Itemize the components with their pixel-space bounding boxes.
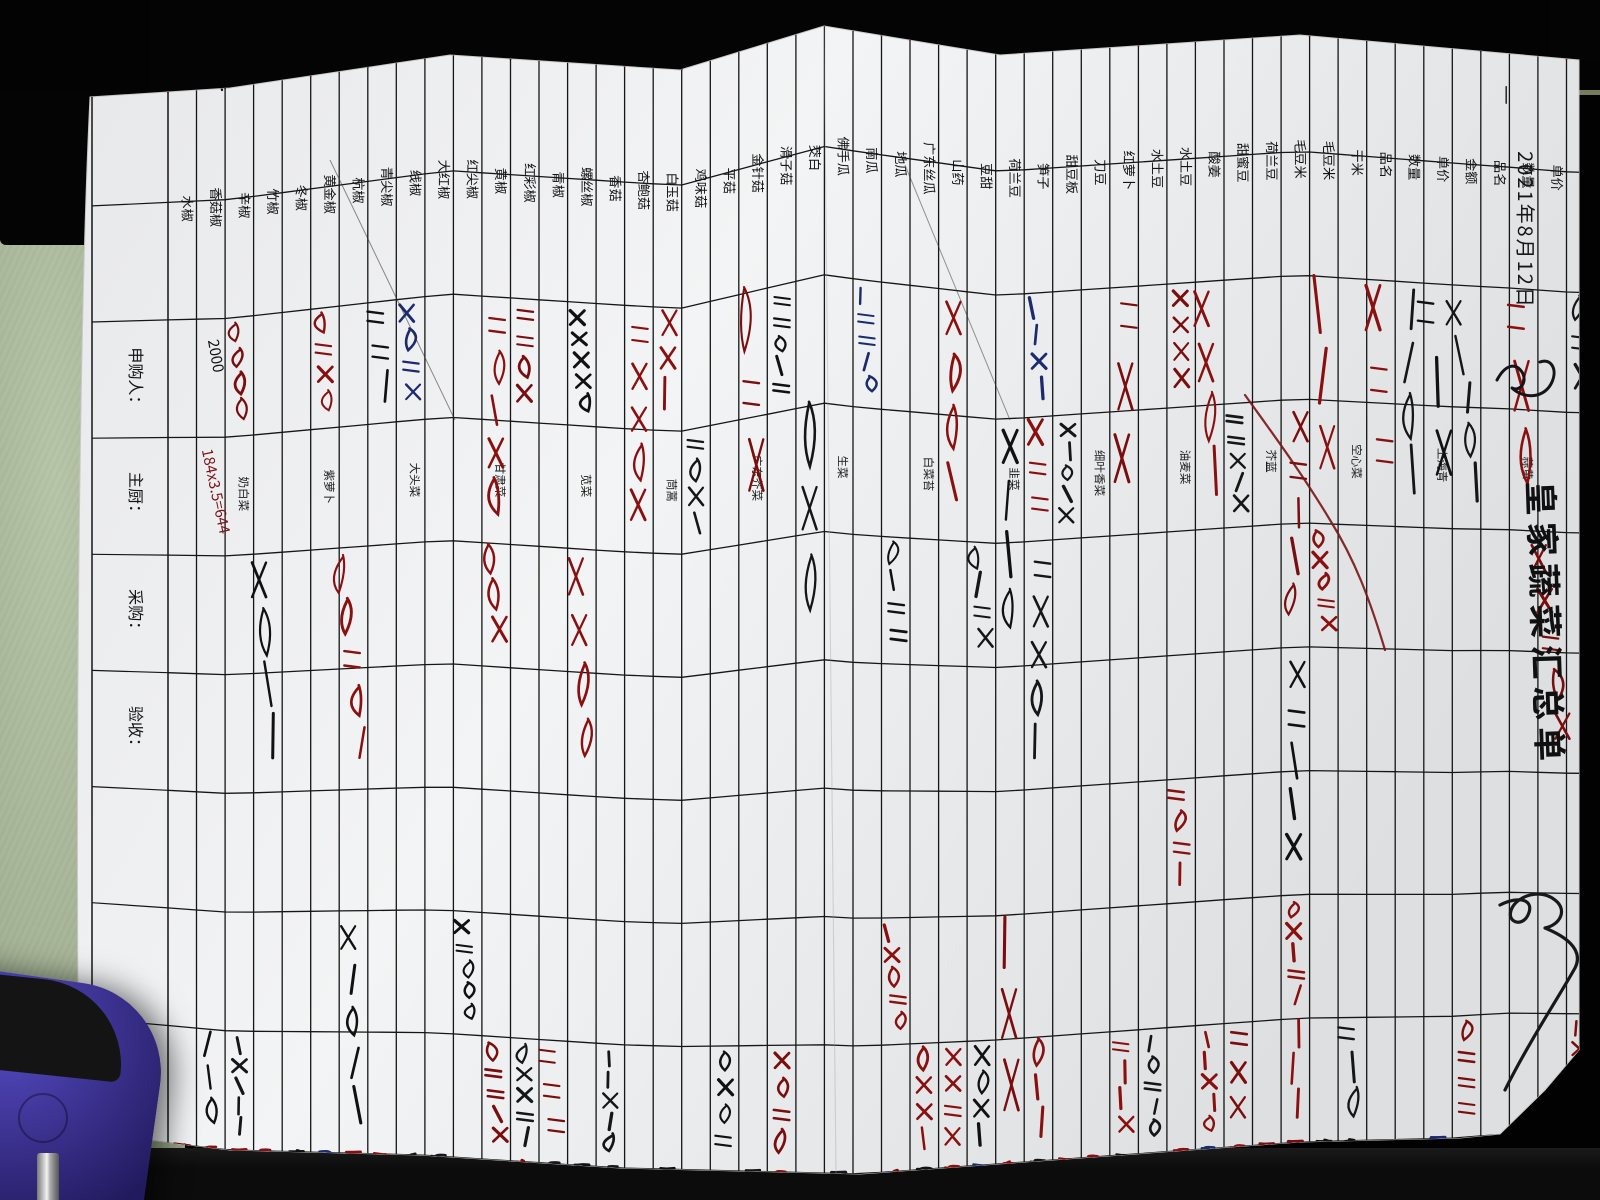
svg-text:184x3.5=644: 184x3.5=644	[197, 447, 236, 536]
svg-text:山药: 山药	[949, 159, 968, 185]
svg-text:甜豆板: 甜豆板	[1063, 155, 1082, 195]
svg-text:干米: 干米	[1348, 149, 1367, 175]
svg-text:滑子菇: 滑子菇	[778, 146, 797, 186]
svg-text:品名: 品名	[1491, 160, 1510, 186]
svg-text:2021年8月12日: 2021年8月12日	[1512, 151, 1541, 309]
svg-text:甜蜜豆: 甜蜜豆	[1234, 143, 1253, 183]
svg-text:白玉菇: 白玉菇	[664, 172, 683, 212]
svg-text:水土豆: 水土豆	[1177, 147, 1196, 187]
svg-text:荷兰豆: 荷兰豆	[1263, 141, 1282, 181]
svg-text:金额: 金额	[1577, 167, 1596, 194]
svg-text:单价: 单价	[1434, 156, 1453, 182]
svg-text:水椒: 水椒	[178, 195, 197, 221]
svg-text:香菇: 香菇	[606, 175, 625, 201]
svg-text:奶白菜: 奶白菜	[235, 477, 251, 512]
svg-text:油麦菜: 油麦菜	[1177, 450, 1193, 485]
svg-text:荷兰豆: 荷兰豆	[1006, 158, 1025, 198]
svg-text:单价: 单价	[1548, 165, 1567, 191]
svg-text:青尖椒: 青尖椒	[378, 167, 397, 207]
svg-text:笋子: 笋子	[1035, 163, 1054, 189]
svg-text:豆甜: 豆甜	[977, 163, 996, 189]
svg-text:数量: 数量	[1406, 154, 1425, 180]
svg-text:细叶香菜: 细叶香菜	[1092, 450, 1108, 496]
svg-text:红尖椒: 红尖椒	[464, 159, 483, 199]
svg-text:验收：: 验收：	[125, 706, 149, 754]
svg-text:芥蓝: 芥蓝	[1263, 450, 1279, 473]
svg-text:茭白: 茭白	[806, 145, 825, 171]
svg-text:鸡味菇: 鸡味菇	[692, 169, 711, 209]
svg-text:品名: 品名	[1377, 152, 1396, 178]
svg-text:平菇: 平菇	[721, 168, 740, 194]
svg-text:紫萝卜: 紫萝卜	[321, 469, 337, 504]
svg-text:2000: 2000	[203, 338, 229, 374]
svg-text:广东丝瓜: 广东丝瓜	[920, 142, 939, 195]
svg-text:黄椒: 黄椒	[492, 168, 511, 194]
svg-text:竹椒: 竹椒	[264, 188, 283, 214]
svg-text:—: —	[1493, 85, 1525, 105]
svg-text:采购：: 采购：	[125, 589, 149, 637]
svg-text:毛豆米: 毛豆米	[1320, 141, 1339, 181]
svg-text:杭椒: 杭椒	[350, 177, 369, 203]
svg-text:白菜苔: 白菜苔	[920, 457, 936, 492]
svg-text:螺丝椒: 螺丝椒	[578, 167, 597, 207]
svg-text:地瓜: 地瓜	[892, 151, 911, 177]
svg-text:苋菜: 苋菜	[578, 474, 594, 497]
svg-text:茼蒿: 茼蒿	[664, 479, 680, 502]
svg-text:冬椒: 冬椒	[292, 185, 311, 211]
svg-text:金针菇: 金针菇	[749, 153, 768, 193]
svg-text:刀豆: 刀豆	[1092, 159, 1111, 185]
svg-text:水土豆: 水土豆	[1149, 149, 1168, 189]
svg-text:皇家蔬菜汇总单: 皇家蔬菜汇总单	[1518, 480, 1577, 769]
svg-text:酸姜: 酸姜	[1206, 152, 1225, 178]
svg-text:香菇椒: 香菇椒	[207, 188, 226, 228]
svg-text:杏鲍菇: 杏鲍菇	[635, 170, 654, 210]
svg-text:申购人：: 申购人：	[125, 347, 149, 411]
svg-text:大红椒: 大红椒	[435, 160, 454, 200]
svg-text:主厨：: 主厨：	[125, 472, 149, 520]
svg-text:金额: 金额	[1463, 158, 1482, 185]
svg-text:大头菜: 大头菜	[407, 462, 423, 497]
svg-text:线椒: 线椒	[407, 170, 426, 196]
svg-text:青椒: 青椒	[549, 172, 568, 198]
svg-text:辛椒: 辛椒	[235, 192, 254, 218]
svg-text:生菜: 生菜	[835, 455, 851, 478]
svg-text:毛豆米: 毛豆米	[1291, 139, 1310, 179]
svg-text:佛手瓜: 佛手瓜	[835, 137, 854, 177]
svg-text:黄金椒: 黄金椒	[321, 174, 340, 214]
svg-text:红萝卜: 红萝卜	[1120, 151, 1139, 191]
svg-text:空心菜: 空心菜	[1348, 444, 1364, 479]
svg-text:红彩椒: 红彩椒	[521, 163, 540, 203]
svg-text:南瓜: 南瓜	[863, 147, 882, 173]
